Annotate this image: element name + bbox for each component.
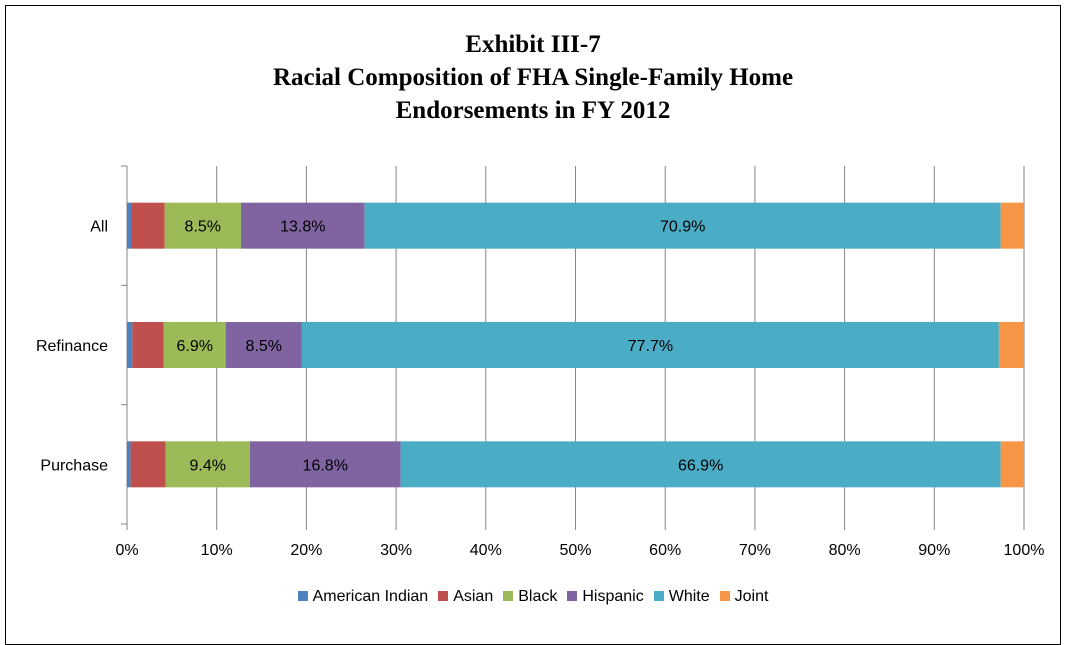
legend-label: American Indian [312,588,429,605]
legend-label: Asian [453,588,494,605]
legend-item: White [653,588,710,606]
bar-segment [400,441,1001,488]
bar-segment [127,441,131,488]
chart-legend: American Indian Asian Black Hispanic White Jo… [0,588,1066,606]
legend-swatch [503,591,514,601]
bar-segment [132,322,164,368]
bar-segment [1000,441,1024,488]
x-tick-label: 70% [739,542,771,559]
chart-title-line-1: Exhibit III-7 [465,31,601,58]
data-label: 13.8% [280,219,325,236]
chart-title-line-3: Endorsements in FY 2012 [395,97,671,124]
y-category-label: Refinance [36,338,108,355]
x-tick-label: 40% [470,542,502,559]
bar-segment [1000,202,1024,249]
legend-item: Black [503,588,557,606]
chart-title: Exhibit III-7 Racial Composition of FHA … [0,28,1066,127]
y-category-label: All [90,219,108,236]
legend-item: Asian [438,588,493,606]
y-category-label: Purchase [40,457,108,474]
legend-label: Black [518,588,558,605]
stacked-bar-chart: 0% 10% 20% 30% 40% 50% 60% 70% 80% 90% 100% All 8.5%… [36,165,1045,559]
bar-segment [131,202,165,249]
bar-segment [998,322,1024,368]
x-tick-label: 60% [649,542,681,559]
data-label: 8.5% [246,338,282,355]
legend-swatch [719,591,730,601]
chart-title-line-2: Racial Composition of FHA Single-Family … [272,64,794,91]
data-label: 70.9% [660,219,705,236]
x-tick-label: 50% [559,542,591,559]
x-tick-label: 10% [201,542,233,559]
legend-swatch [653,591,664,601]
data-label: 77.7% [628,338,673,355]
legend-item: Joint [719,588,769,606]
legend-item: Hispanic [567,588,644,606]
bar-segment [164,202,241,249]
bar-segment [127,202,132,249]
x-tick-label: 90% [918,542,950,559]
legend-label: White [668,588,710,605]
bar-segment [165,441,250,488]
data-label: 8.5% [185,219,221,236]
data-label: 66.9% [678,457,723,474]
bar-segment [240,202,365,249]
legend-swatch [438,591,449,601]
data-label: 16.8% [303,457,348,474]
x-tick-label: 80% [829,542,861,559]
bar-segment [225,322,302,368]
bar-segment [163,322,226,368]
legend-swatch [297,591,308,601]
legend-item: American Indian [297,588,429,606]
data-label: 9.4% [189,457,225,474]
bar-segment [364,202,1001,249]
data-label: 6.9% [176,338,212,355]
x-tick-label: 20% [290,542,322,559]
bar-segment [301,322,999,368]
legend-swatch [567,591,578,601]
x-tick-label: 100% [1004,542,1045,559]
legend-label: Joint [734,588,769,605]
legend-label: Hispanic [582,588,644,605]
bar-segment [127,322,133,368]
bar-segment [130,441,166,488]
x-tick-label: 30% [380,542,412,559]
bar-segment [249,441,401,488]
x-tick-label: 0% [115,542,138,559]
